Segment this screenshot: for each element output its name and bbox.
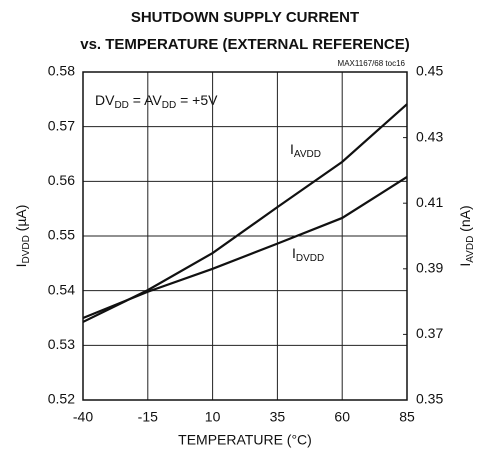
series-label-part: AVDD <box>294 149 321 160</box>
x-tick-label: 60 <box>334 409 350 425</box>
series-label-part: I <box>290 141 294 157</box>
y-axis-label-part: (µA) <box>13 205 29 236</box>
y2-axis-label: IAVDD (nA) <box>457 205 476 266</box>
y2-axis-label-part: AVDD <box>465 236 476 263</box>
chart-title: vs. TEMPERATURE (EXTERNAL REFERENCE) <box>80 36 409 53</box>
x-tick-label: 85 <box>399 409 415 425</box>
figure-code: MAX1167/68 toc16 <box>338 59 406 68</box>
annotation-part: DD <box>162 100 176 111</box>
y-axis-label-part: DVDD <box>21 235 32 263</box>
plot-frame <box>82 71 408 401</box>
annotation-part: DV <box>95 92 115 108</box>
annotation-part: = +5V <box>176 92 218 108</box>
series-label-part: DVDD <box>296 253 324 264</box>
series-label: IAVDD <box>290 141 321 160</box>
y2-tick-label: 0.35 <box>416 391 443 407</box>
y-axis-label-part: I <box>13 264 29 268</box>
annotation: DVDD = AVDD = +5V <box>95 92 218 111</box>
x-tick-label: -15 <box>138 409 158 425</box>
y-tick-label: 0.56 <box>48 172 75 188</box>
annotation-part: = AV <box>129 92 162 108</box>
x-tick-label: -40 <box>73 409 93 425</box>
y2-tick-label: 0.45 <box>416 63 443 79</box>
y-tick-label: 0.52 <box>48 391 75 407</box>
series-label: IDVDD <box>292 245 324 264</box>
y2-axis-label-part: I <box>457 263 473 267</box>
y2-tick-label: 0.43 <box>416 128 443 144</box>
y-tick-label: 0.54 <box>48 281 75 297</box>
y-tick-label: 0.55 <box>48 227 75 243</box>
series-line <box>82 103 408 323</box>
x-tick-label: 10 <box>205 409 221 425</box>
series-line <box>82 176 408 320</box>
y-tick-label: 0.58 <box>48 63 75 79</box>
chart-title: SHUTDOWN SUPPLY CURRENT <box>131 9 359 26</box>
x-tick-label: 35 <box>270 409 286 425</box>
y-tick-label: 0.57 <box>48 117 75 133</box>
annotation-part: DD <box>114 100 128 111</box>
y-tick-label: 0.53 <box>48 336 75 352</box>
y-axis-label: IDVDD (µA) <box>13 205 32 268</box>
series-label-part: I <box>292 245 296 261</box>
y2-tick-label: 0.39 <box>416 260 443 276</box>
y2-tick-label: 0.37 <box>416 325 443 341</box>
x-axis-label: TEMPERATURE (°C) <box>178 432 312 448</box>
y2-axis-label-part: (nA) <box>457 205 473 235</box>
y2-tick-label: 0.41 <box>416 194 443 210</box>
